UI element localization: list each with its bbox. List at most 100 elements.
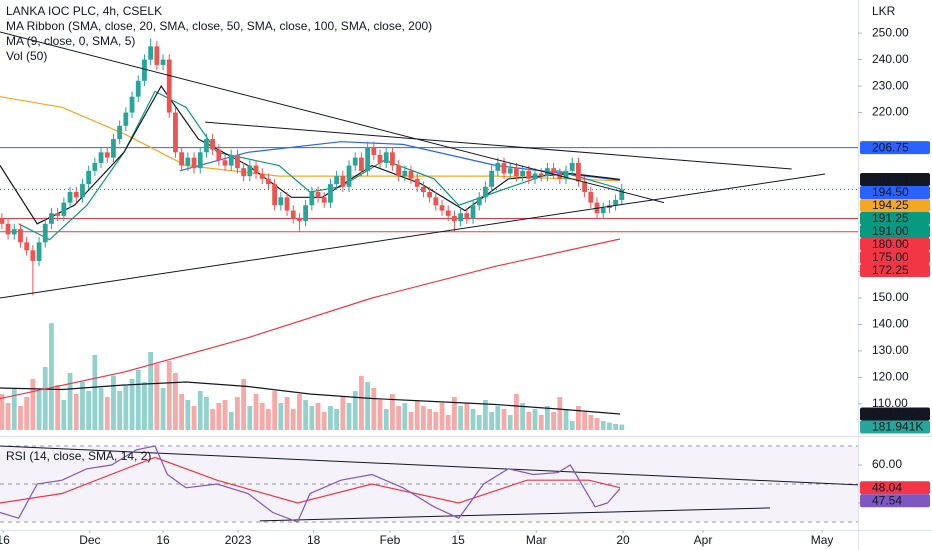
volume-bar bbox=[489, 412, 495, 430]
y-tick-label: 230.00 bbox=[872, 78, 909, 92]
candle-body bbox=[483, 186, 488, 198]
candle-body bbox=[247, 165, 253, 177]
candle-body bbox=[30, 250, 36, 261]
volume-bar bbox=[272, 391, 278, 430]
candle-body bbox=[86, 170, 92, 185]
volume-bar bbox=[315, 403, 321, 430]
y-tick-label: 220.00 bbox=[872, 105, 909, 119]
volume-bar bbox=[154, 364, 160, 430]
candle-body bbox=[290, 210, 296, 219]
x-tick-label: May bbox=[811, 533, 834, 547]
candle-body bbox=[377, 154, 383, 163]
candle-body bbox=[452, 215, 457, 222]
price-badge bbox=[860, 172, 930, 186]
volume-bar bbox=[569, 421, 575, 430]
volume-bar bbox=[216, 403, 222, 430]
candle-body bbox=[49, 213, 54, 224]
volume-bar bbox=[402, 403, 408, 430]
volume-bar bbox=[390, 394, 395, 430]
volume-bar bbox=[55, 385, 61, 430]
candle-body bbox=[210, 139, 216, 150]
volume-bar bbox=[538, 415, 544, 430]
volume-bar bbox=[377, 400, 383, 430]
rsi-ma-line bbox=[0, 456, 621, 504]
price-badge-label: 533.185K bbox=[872, 407, 923, 421]
candle-body bbox=[396, 165, 402, 177]
volume-bar bbox=[576, 406, 581, 430]
y-tick-label: 130.00 bbox=[872, 343, 909, 357]
volume-bar bbox=[470, 409, 476, 430]
title: LANKA IOC PLC, 4h, CSELK bbox=[6, 4, 162, 18]
candle-body bbox=[148, 46, 154, 60]
indicator-label: MA (9, close, 0, SMA, 5) bbox=[6, 34, 135, 48]
rsi-label: RSI (14, close, SMA, 14, 2) bbox=[6, 449, 151, 463]
volume-bar bbox=[204, 397, 209, 430]
y-tick-label: 120.00 bbox=[872, 370, 909, 384]
candle-body bbox=[433, 197, 439, 206]
volume-bar bbox=[266, 409, 271, 430]
volume-bar bbox=[613, 424, 619, 430]
candle-body bbox=[222, 160, 228, 166]
candle-body bbox=[92, 162, 98, 171]
candle-body bbox=[278, 197, 284, 206]
candle-body bbox=[470, 205, 476, 219]
candle-body bbox=[241, 168, 247, 177]
volume-bar bbox=[495, 406, 501, 430]
candle-body bbox=[266, 178, 271, 185]
volume-bar bbox=[222, 400, 228, 430]
volume-bar bbox=[290, 409, 296, 430]
candle-body bbox=[588, 192, 594, 203]
volume-bar bbox=[545, 406, 550, 430]
volume-bar bbox=[464, 403, 470, 430]
candle-body bbox=[315, 192, 321, 198]
candle-body bbox=[142, 59, 147, 81]
volume-bar bbox=[104, 397, 110, 430]
volume-bar bbox=[396, 406, 402, 430]
volume-bar bbox=[458, 406, 464, 430]
moving-average-line bbox=[0, 96, 620, 182]
price-badge bbox=[860, 185, 930, 199]
candle-body bbox=[191, 157, 197, 169]
volume-bar bbox=[247, 406, 253, 430]
price-badge-label: 194.25 bbox=[872, 198, 909, 212]
volume-bar bbox=[30, 379, 36, 430]
candle-body bbox=[383, 152, 389, 163]
candle-body bbox=[520, 170, 526, 177]
x-tick-label: Mar bbox=[526, 533, 547, 547]
volume-bar bbox=[24, 397, 30, 430]
candle-body bbox=[111, 139, 116, 158]
volume-bar bbox=[483, 400, 488, 430]
price-badge bbox=[860, 263, 930, 277]
volume-bar bbox=[284, 397, 290, 430]
candle-body bbox=[619, 189, 625, 200]
candle-body bbox=[613, 199, 619, 206]
candle-body bbox=[321, 197, 327, 203]
candle-body bbox=[328, 184, 333, 203]
price-badge bbox=[860, 420, 930, 434]
volume-bar bbox=[427, 409, 433, 430]
volume-bar bbox=[11, 388, 17, 430]
candle-body bbox=[173, 112, 178, 153]
candle-body bbox=[427, 192, 433, 198]
candle-body bbox=[166, 59, 172, 113]
candle-body bbox=[340, 176, 346, 187]
candle-body bbox=[514, 168, 519, 177]
candle-body bbox=[576, 162, 581, 182]
candle-body bbox=[346, 165, 352, 187]
volume-bar bbox=[501, 409, 507, 430]
moving-average-line bbox=[0, 84, 620, 225]
candle-body bbox=[439, 205, 445, 211]
y-tick-label: 240.00 bbox=[872, 52, 909, 66]
candle-body bbox=[154, 46, 160, 65]
volume-bar bbox=[185, 400, 191, 430]
candle-body bbox=[272, 184, 278, 206]
volume-bar bbox=[582, 412, 588, 430]
x-tick-label: Dec bbox=[79, 533, 100, 547]
y-tick-label: 110.00 bbox=[872, 396, 908, 410]
volume-bar bbox=[148, 352, 154, 430]
price-badge-label: 180.00 bbox=[872, 237, 909, 251]
volume-bar bbox=[297, 394, 302, 430]
trendline bbox=[0, 31, 665, 204]
volume-bar bbox=[111, 376, 116, 430]
candle-body bbox=[259, 173, 265, 179]
